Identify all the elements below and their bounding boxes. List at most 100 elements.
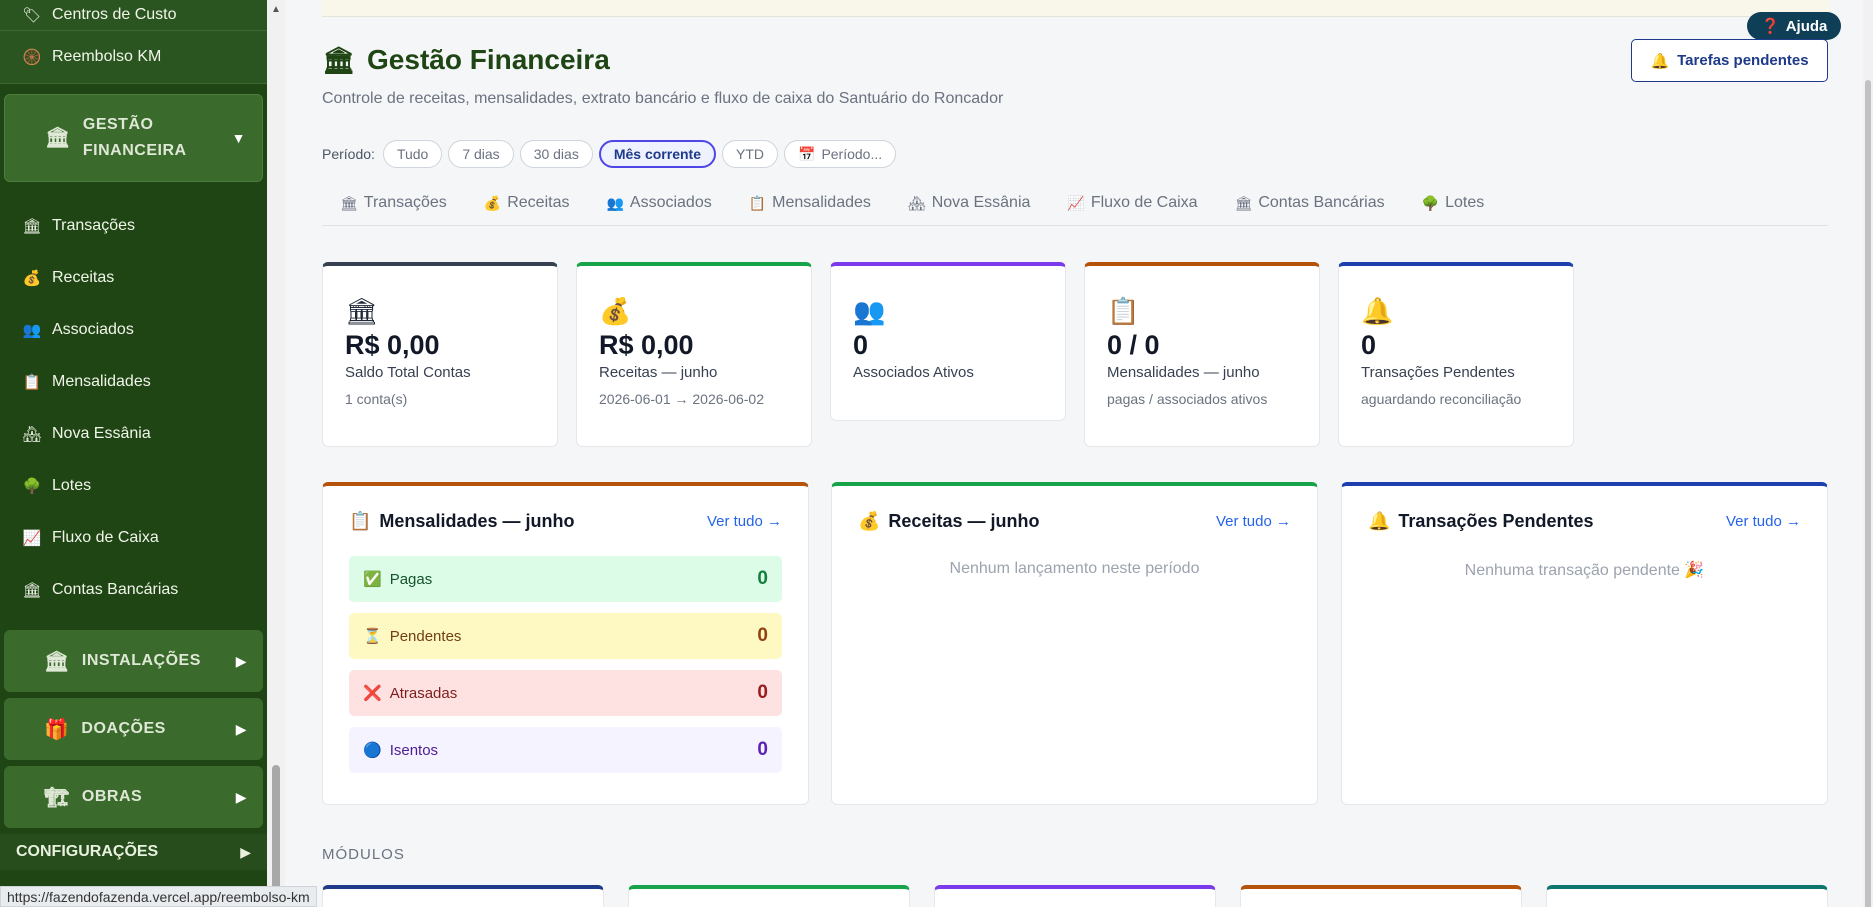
sidebar-group-label: CONFIGURAÇÕES — [16, 843, 159, 860]
sidebar-item-contas-bancarias[interactable]: 🏛 Contas Bancárias — [0, 564, 267, 616]
sidebar-item-receitas[interactable]: 💰 Receitas — [0, 252, 267, 304]
kpi-card-mensalidades: 📋 0 / 0 Mensalidades — junho pagas / ass… — [1084, 262, 1320, 447]
period-option-ytd[interactable]: YTD — [722, 140, 778, 168]
houses-icon: 🏘 — [22, 426, 42, 443]
tree-icon: 🌳 — [1421, 194, 1440, 211]
check-icon: ✅ — [363, 571, 382, 588]
scroll-up-icon[interactable]: ▲ — [271, 4, 281, 15]
tab-label: Transações — [363, 194, 447, 211]
sidebar-item-transacoes[interactable]: 🏛 Transações — [0, 200, 267, 252]
status-count: 0 — [757, 568, 768, 589]
chevron-right-icon: ▶ — [235, 788, 247, 805]
kpi-card-transacoes-pendentes: 🔔 0 Transações Pendentes aguardando reco… — [1338, 262, 1574, 447]
chevron-right-icon: ▶ — [240, 843, 251, 860]
clipboard-icon: 📋 — [349, 510, 372, 531]
bank-icon: 🏛 — [44, 650, 70, 673]
period-filter: Período: Tudo 7 dias 30 dias Mês corrent… — [322, 140, 897, 168]
tab-receitas[interactable]: 💰 Receitas — [466, 188, 589, 218]
kpi-label: Transações Pendentes — [1361, 364, 1515, 381]
sidebar-group-gestao-financeira[interactable]: 🏛 GESTÃO FINANCEIRA ▼ — [4, 94, 263, 182]
clipboard-icon: 📋 — [22, 374, 42, 391]
panel-title-text: Transações Pendentes — [1398, 510, 1594, 531]
period-custom-button[interactable]: 📅 Período... — [784, 140, 897, 168]
bell-icon: 🔔 — [1361, 296, 1394, 326]
sidebar-item-label: Centros de Custo — [52, 6, 177, 23]
status-count: 0 — [757, 682, 768, 703]
status-row-atrasadas[interactable]: ❌ Atrasadas 0 — [349, 670, 782, 716]
period-option-30-dias[interactable]: 30 dias — [519, 140, 593, 168]
blue-circle-icon: 🔵 — [363, 742, 382, 759]
tab-contas-bancarias[interactable]: 🏛 Contas Bancárias — [1217, 188, 1404, 218]
period-label: Período: — [322, 146, 375, 162]
period-option-7-dias[interactable]: 7 dias — [448, 140, 514, 168]
sidebar-item-label: Lotes — [52, 477, 92, 494]
sidebar-item-label: Associados — [52, 321, 134, 338]
tab-nova-essania[interactable]: 🏘 Nova Essânia — [890, 188, 1050, 218]
view-all-link[interactable]: Ver tudo → — [706, 512, 782, 530]
module-card[interactable] — [628, 885, 910, 907]
clipboard-icon: 📋 — [1107, 296, 1140, 326]
view-all-link[interactable]: Ver tudo → — [1215, 512, 1291, 530]
status-row-pagas[interactable]: ✅ Pagas 0 — [349, 556, 782, 602]
chevron-right-icon: ▶ — [235, 652, 247, 669]
module-card[interactable] — [934, 885, 1216, 907]
bank-icon: 🏛 — [45, 127, 71, 149]
gift-icon: 🎁 — [44, 718, 70, 741]
kpi-card-associados: 👥 0 Associados Ativos — [830, 262, 1066, 421]
scrollbar-thumb[interactable] — [272, 765, 280, 907]
sidebar-item-nova-essania[interactable]: 🏘 Nova Essânia — [0, 408, 267, 460]
sidebar-item-centros-de-custo[interactable]: 🏷 Centros de Custo — [0, 0, 267, 30]
sidebar-item-reembolso-km[interactable]: 🛞 Reembolso KM — [0, 31, 267, 83]
status-count: 0 — [757, 739, 768, 760]
status-label: Pendentes — [389, 627, 462, 645]
scrollbar-thumb[interactable] — [1865, 80, 1871, 907]
panel-receitas: 💰 Receitas — junho Ver tudo → Nenhum lan… — [831, 482, 1318, 805]
bank-icon: 🏛 — [22, 582, 42, 599]
bank-icon: 🏛 — [340, 194, 358, 211]
panel-title: 💰 Receitas — junho — [858, 511, 1216, 532]
cross-icon: ❌ — [363, 685, 382, 702]
module-card[interactable] — [322, 885, 604, 907]
sidebar-item-lotes[interactable]: 🌳 Lotes — [0, 460, 267, 512]
pending-tasks-button[interactable]: 🔔 Tarefas pendentes — [1631, 39, 1828, 82]
tab-label: Lotes — [1445, 194, 1485, 211]
tab-mensalidades[interactable]: 📋 Mensalidades — [731, 188, 890, 218]
sidebar-group-doacoes[interactable]: 🎁 DOAÇÕES ▶ — [4, 698, 263, 760]
sidebar-scrollbar[interactable]: ▲ — [267, 0, 285, 907]
panel-header: 📋 Mensalidades — junho Ver tudo → — [349, 486, 782, 556]
kpi-value: 0 — [1361, 330, 1377, 360]
sidebar-item-label: Contas Bancárias — [52, 581, 179, 598]
sidebar-group-instalacoes[interactable]: 🏛 INSTALAÇÕES ▶ — [4, 630, 263, 692]
module-card[interactable] — [1546, 885, 1828, 907]
sidebar-item-associados[interactable]: 👥 Associados — [0, 304, 267, 356]
tab-lotes[interactable]: 🌳 Lotes — [1404, 188, 1504, 218]
period-option-mes-corrente[interactable]: Mês corrente — [598, 140, 716, 168]
money-bag-icon: 💰 — [483, 194, 502, 211]
houses-icon: 🏘 — [907, 194, 926, 211]
help-button[interactable]: ❓ Ajuda — [1747, 12, 1842, 40]
status-label: Isentos — [389, 741, 439, 759]
tab-associados[interactable]: 👥 Associados — [588, 188, 730, 218]
kpi-label: Receitas — junho — [599, 364, 718, 381]
status-label: Pagas — [389, 570, 433, 588]
people-icon: 👥 — [22, 322, 42, 339]
status-row-pendentes[interactable]: ⏳ Pendentes 0 — [349, 613, 782, 659]
tab-fluxo-de-caixa[interactable]: 📈 Fluxo de Caixa — [1049, 188, 1216, 218]
sidebar-group-configuracoes[interactable]: CONFIGURAÇÕES ▶ — [0, 834, 267, 870]
sidebar-group-obras[interactable]: 🏗 OBRAS ▶ — [4, 766, 263, 828]
status-row-isentos[interactable]: 🔵 Isentos 0 — [349, 727, 782, 773]
tab-label: Associados — [629, 194, 712, 211]
period-option-tudo[interactable]: Tudo — [382, 140, 443, 168]
bank-icon: 🏛 — [345, 296, 379, 326]
sidebar-item-label: Reembolso KM — [52, 48, 162, 65]
tab-transacoes[interactable]: 🏛 Transações — [322, 188, 466, 218]
sidebar-item-mensalidades[interactable]: 📋 Mensalidades — [0, 356, 267, 408]
kpi-value: R$ 0,00 — [599, 330, 694, 360]
page-scrollbar[interactable] — [1863, 0, 1873, 907]
period-custom-label: Período... — [821, 146, 883, 162]
question-icon: ❓ — [1761, 18, 1780, 35]
kpi-label: Mensalidades — junho — [1107, 364, 1260, 381]
view-all-link[interactable]: Ver tudo → — [1725, 512, 1801, 530]
sidebar-item-fluxo-de-caixa[interactable]: 📈 Fluxo de Caixa — [0, 512, 267, 564]
module-card[interactable] — [1240, 885, 1522, 907]
